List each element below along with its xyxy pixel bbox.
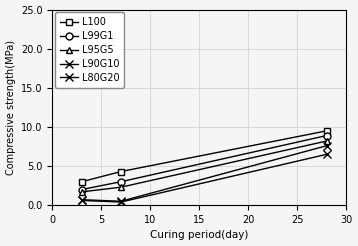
L99G1 <box>119 180 123 183</box>
L95G5 <box>325 139 329 142</box>
L99G1 <box>325 134 329 137</box>
L100 <box>119 170 123 173</box>
Line: L95G5: L95G5 <box>78 138 330 195</box>
L80G20 <box>325 153 329 156</box>
L100 <box>80 180 84 183</box>
L99G1 <box>80 188 84 191</box>
L90G10 <box>80 198 84 201</box>
Line: L80G20: L80G20 <box>78 150 331 206</box>
L90G10 <box>325 144 329 147</box>
L100 <box>325 129 329 132</box>
Legend: L100, L99G1, L95G5, L90G10, L80G20: L100, L99G1, L95G5, L90G10, L80G20 <box>55 13 124 88</box>
L80G20 <box>80 199 84 202</box>
Y-axis label: Compressive strength(MPa): Compressive strength(MPa) <box>6 40 15 175</box>
L95G5 <box>119 186 123 189</box>
L95G5 <box>80 190 84 193</box>
Line: L100: L100 <box>78 127 330 185</box>
L90G10 <box>119 200 123 203</box>
Line: L90G10: L90G10 <box>78 141 331 205</box>
Line: L99G1: L99G1 <box>78 132 330 193</box>
X-axis label: Curing period(day): Curing period(day) <box>150 231 248 240</box>
L80G20 <box>119 200 123 203</box>
